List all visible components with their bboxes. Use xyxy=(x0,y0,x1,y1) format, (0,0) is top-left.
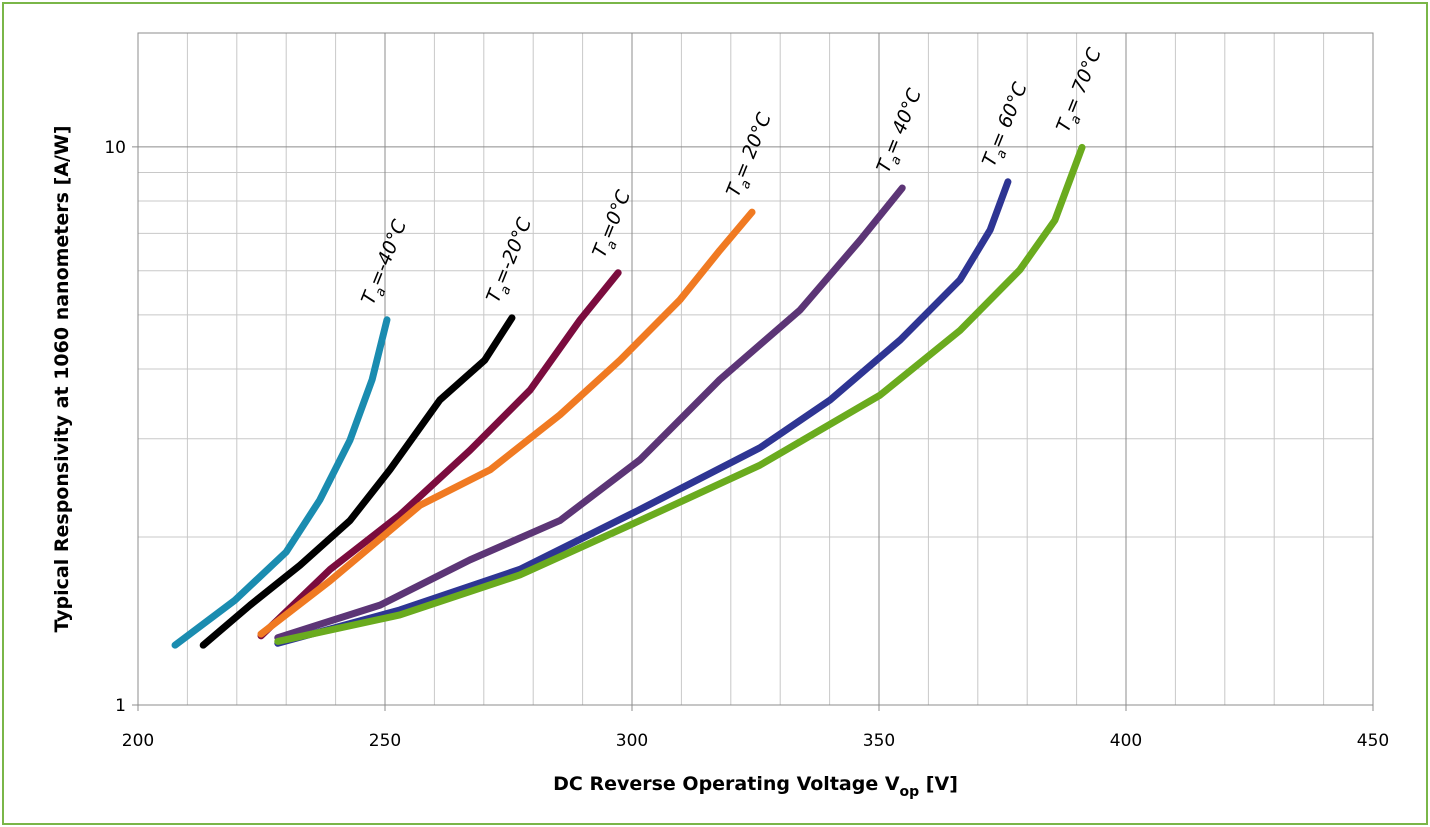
series-line xyxy=(274,143,1086,645)
series-line xyxy=(171,316,391,649)
series-line xyxy=(199,314,516,649)
x-tick-label: 250 xyxy=(369,731,401,751)
y-tick-label: 10 xyxy=(104,138,126,158)
y-axis-title: Typical Responsivity at 1060 nanometers … xyxy=(51,125,73,632)
series-line xyxy=(257,269,622,640)
x-title-rest: [V] xyxy=(919,773,958,795)
x-tick-label: 350 xyxy=(863,731,895,751)
x-title-main: DC Reverse Operating Voltage V xyxy=(553,773,900,795)
series-line xyxy=(274,184,906,642)
x-tick-label: 400 xyxy=(1110,731,1142,751)
x-axis-title: DC Reverse Operating Voltage Vop [V] xyxy=(553,773,958,800)
y-tick-label: 1 xyxy=(115,696,126,716)
x-tick-label: 300 xyxy=(616,731,648,751)
series-line xyxy=(274,178,1012,647)
x-tick-label: 450 xyxy=(1357,731,1389,751)
x-title-sub: op xyxy=(900,784,920,800)
lines xyxy=(171,143,1086,649)
x-tick-label: 200 xyxy=(122,731,154,751)
grid xyxy=(132,32,1374,711)
series-line xyxy=(257,208,756,638)
plot-border xyxy=(137,32,1374,706)
